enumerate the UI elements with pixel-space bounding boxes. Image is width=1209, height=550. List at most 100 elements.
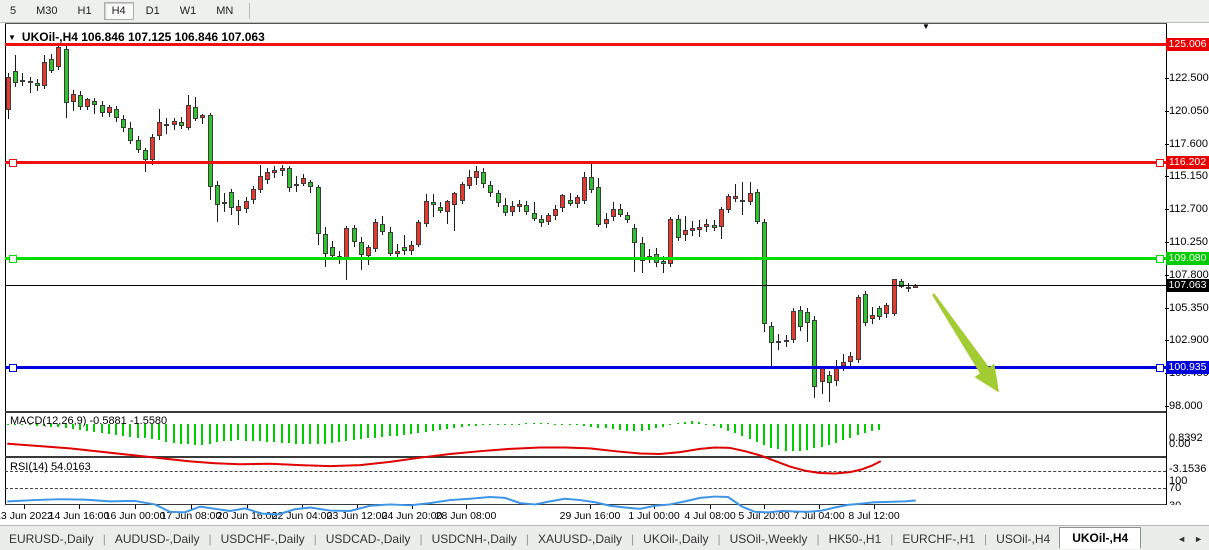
tab-ukoil-h4[interactable]: UKOil-,H4 — [1059, 526, 1142, 549]
candle — [63, 48, 69, 104]
candle — [229, 191, 235, 209]
level-line[interactable] — [5, 365, 1166, 369]
macd-histogram-bar — [683, 421, 686, 424]
price-tick-label: 110.250 — [1169, 235, 1208, 248]
macd-histogram-bar — [626, 424, 629, 432]
level-line[interactable] — [5, 256, 1166, 260]
macd-histogram-bar — [345, 424, 348, 441]
candle — [27, 80, 33, 83]
candle — [891, 279, 897, 314]
tab-eurchf-h1[interactable]: EURCHF-,H1 — [902, 531, 976, 546]
macd-histogram-bar — [107, 424, 110, 434]
candle — [214, 185, 220, 206]
tab-hk50-h1[interactable]: HK50-,H1 — [828, 531, 882, 546]
tab-audusd-daily[interactable]: AUDUSD-,Daily — [114, 531, 200, 546]
level-line-handle[interactable] — [1156, 159, 1164, 168]
timeframe-button-w1[interactable]: W1 — [179, 5, 197, 17]
timeframe-button-h1[interactable]: H1 — [77, 5, 92, 17]
time-axis[interactable]: 13 Jun 2022 14 Jun 16:00 16 Jun 00:00 17 Ju… — [0, 505, 1209, 524]
level-line-handle[interactable] — [1156, 363, 1164, 372]
macd-histogram-bar — [827, 424, 830, 445]
macd-histogram-bar — [784, 424, 787, 451]
candle — [438, 206, 443, 211]
price-tick-label: 117.600 — [1169, 137, 1208, 150]
toolbar-separator — [249, 3, 251, 19]
price-axis[interactable]: 122.500 120.050 117.600 115.150 112.700 110.2… — [1165, 23, 1209, 524]
time-tick-label: 4 Jul 08:00 — [684, 510, 736, 522]
level-line-handle[interactable] — [9, 254, 17, 263]
candle — [553, 208, 559, 216]
candle — [207, 115, 213, 188]
time-tick-mark — [191, 505, 192, 509]
pane-separator-main-macd[interactable] — [5, 411, 1166, 413]
candle — [798, 309, 803, 327]
macd-histogram-bar — [590, 424, 593, 427]
candle-wick — [735, 183, 737, 203]
level-line-handle[interactable] — [9, 363, 17, 372]
macd-histogram-bar — [374, 424, 377, 438]
candle — [704, 223, 710, 227]
candle-wick — [22, 72, 24, 87]
macd-histogram-bar — [439, 424, 441, 430]
macd-histogram-bar — [712, 424, 715, 426]
level-line-handle[interactable] — [1156, 254, 1164, 263]
price-badge: 109.080 — [1166, 251, 1209, 265]
level-line[interactable] — [5, 284, 1166, 286]
candle — [294, 183, 299, 187]
tab-eurusd-daily[interactable]: EURUSD-,Daily — [9, 531, 94, 546]
macd-histogram-bar — [575, 424, 578, 426]
tab-scroll-right-icon[interactable]: ► — [1194, 533, 1203, 544]
macd-histogram-bar — [496, 424, 499, 425]
tab-xauusd-daily[interactable]: XAUUSD-,Daily — [538, 531, 623, 546]
macd-histogram-bar — [662, 424, 665, 427]
downtrend-arrow-annotation[interactable] — [932, 293, 999, 393]
macd-histogram-bar — [597, 424, 600, 428]
candle — [128, 127, 134, 141]
candle — [315, 187, 321, 234]
macd-histogram-bar — [158, 424, 161, 441]
candle — [776, 341, 782, 344]
tab-usdchf-daily[interactable]: USDCHF-,Daily — [220, 531, 305, 546]
chart-menu-caret-icon[interactable]: ▼ — [8, 32, 16, 42]
timeframe-button-mn[interactable]: MN — [216, 5, 234, 17]
macd-histogram-bar — [259, 424, 261, 442]
tab-separator: | — [102, 531, 106, 546]
candle — [49, 59, 55, 72]
tab-usoil-weekly[interactable]: USOil-,Weekly — [729, 531, 808, 546]
tab-scroll-left-icon[interactable]: ◄ — [1177, 533, 1187, 544]
chart-window[interactable]: ▼ ▼ UKOil-,H4 106.846 107.125 106.846 10… — [0, 22, 1209, 524]
chart-symbol-ohlc-title: UKOil-,H4 106.846 107.125 106.846 107.06… — [21, 30, 265, 44]
tab-usdcad-daily[interactable]: USDCAD-,Daily — [325, 531, 411, 546]
timeframe-button-m30[interactable]: M30 — [36, 5, 58, 17]
pane-separator-macd-rsi[interactable] — [5, 456, 1166, 458]
tab-usdcnh-daily[interactable]: USDCNH-,Daily — [431, 531, 517, 546]
tab-ukoil-daily[interactable]: UKOil-,Daily — [643, 531, 709, 546]
level-line[interactable] — [5, 43, 1166, 47]
timeframe-button-5[interactable]: 5 — [10, 5, 17, 17]
candle — [171, 120, 177, 125]
macd-histogram-bar — [316, 424, 319, 445]
candle — [596, 187, 602, 226]
price-axis-border — [1166, 24, 1167, 524]
macd-histogram-bar — [777, 424, 780, 450]
tab-usoil-h4[interactable]: USOil-,H4 — [996, 531, 1051, 546]
price-tick-label: 112.700 — [1169, 203, 1208, 216]
time-tick-label: 7 Jul 04:00 — [793, 510, 845, 522]
tab-separator: | — [984, 531, 988, 546]
macd-histogram-bar — [806, 424, 809, 450]
level-line-handle[interactable] — [9, 159, 17, 168]
candle — [690, 227, 695, 232]
timeframe-button-h4[interactable]: H4 — [103, 2, 134, 20]
macd-histogram-bar — [230, 424, 233, 441]
timeframe-button-d1[interactable]: D1 — [145, 5, 160, 17]
time-tick-mark — [247, 505, 248, 509]
candle — [265, 171, 271, 180]
time-tick-mark — [412, 505, 413, 509]
level-line[interactable] — [5, 161, 1166, 165]
macd-histogram-bar — [35, 424, 38, 426]
candle — [711, 225, 717, 228]
price-tick-mark — [1165, 176, 1169, 178]
price-tick-mark — [1165, 405, 1169, 407]
candle — [841, 361, 847, 366]
candle — [567, 199, 573, 204]
